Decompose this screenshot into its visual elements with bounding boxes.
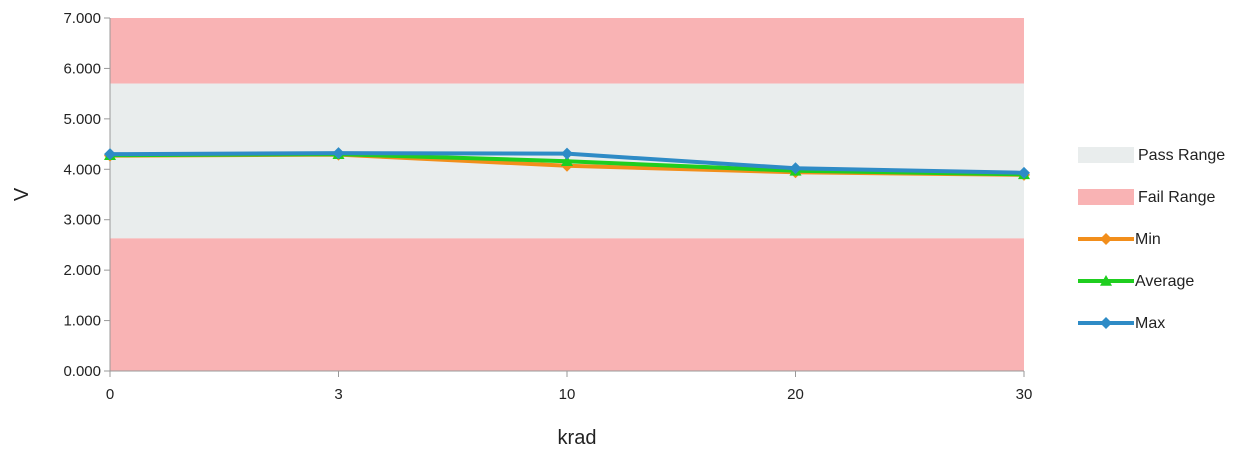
legend-marker <box>1100 317 1112 329</box>
legend-marker <box>1100 233 1112 245</box>
legend-item-pass-range: Pass Range <box>1078 147 1225 164</box>
legend-label: Min <box>1135 231 1161 248</box>
y-tick-label: 0.000 <box>63 363 101 380</box>
point-average <box>561 155 573 167</box>
y-tick-label: 5.000 <box>63 111 101 128</box>
range-bands <box>110 18 1024 371</box>
legend-item-max: Max <box>1078 315 1165 332</box>
y-axis-title: V <box>11 187 33 201</box>
legend-label: Average <box>1135 273 1194 290</box>
x-tick-label: 3 <box>334 386 342 403</box>
y-tick-label: 2.000 <box>63 262 101 279</box>
x-axis-title: krad <box>558 427 597 449</box>
legend-item-average: Average <box>1078 273 1194 290</box>
x-tick-label: 20 <box>787 386 804 403</box>
legend-swatch <box>1078 189 1134 205</box>
legend: Pass Range Fail Range Min Average Max <box>1078 147 1225 332</box>
y-tick-labels: 0.000 1.000 2.000 3.000 4.000 5.000 6.000 7.000 <box>63 10 110 380</box>
legend-swatch <box>1078 147 1134 163</box>
point-max <box>1018 166 1030 179</box>
point-max <box>561 147 573 160</box>
legend-marker <box>1100 275 1112 286</box>
band-fail-range-2 <box>110 238 1024 371</box>
x-tick-labels: 0 3 10 20 30 <box>106 371 1033 403</box>
series-max <box>104 147 1030 179</box>
legend-item-fail-range: Fail Range <box>1078 189 1215 206</box>
y-tick-label: 4.000 <box>63 161 101 178</box>
point-max <box>104 148 116 161</box>
legend-label: Fail Range <box>1138 189 1215 206</box>
x-tick-label: 0 <box>106 386 114 403</box>
point-max <box>789 162 802 175</box>
y-tick-label: 3.000 <box>63 212 101 229</box>
x-tick-label: 30 <box>1016 386 1033 403</box>
series-lines <box>104 147 1030 181</box>
legend-label: Max <box>1135 315 1165 332</box>
x-tick-label: 10 <box>559 386 576 403</box>
y-tick-label: 1.000 <box>63 313 101 330</box>
point-max <box>332 147 345 160</box>
legend-label: Pass Range <box>1138 147 1225 164</box>
band-fail-range-0 <box>110 18 1024 84</box>
legend-item-min: Min <box>1078 231 1161 248</box>
y-tick-label: 6.000 <box>63 60 101 77</box>
y-tick-label: 7.000 <box>63 10 101 27</box>
